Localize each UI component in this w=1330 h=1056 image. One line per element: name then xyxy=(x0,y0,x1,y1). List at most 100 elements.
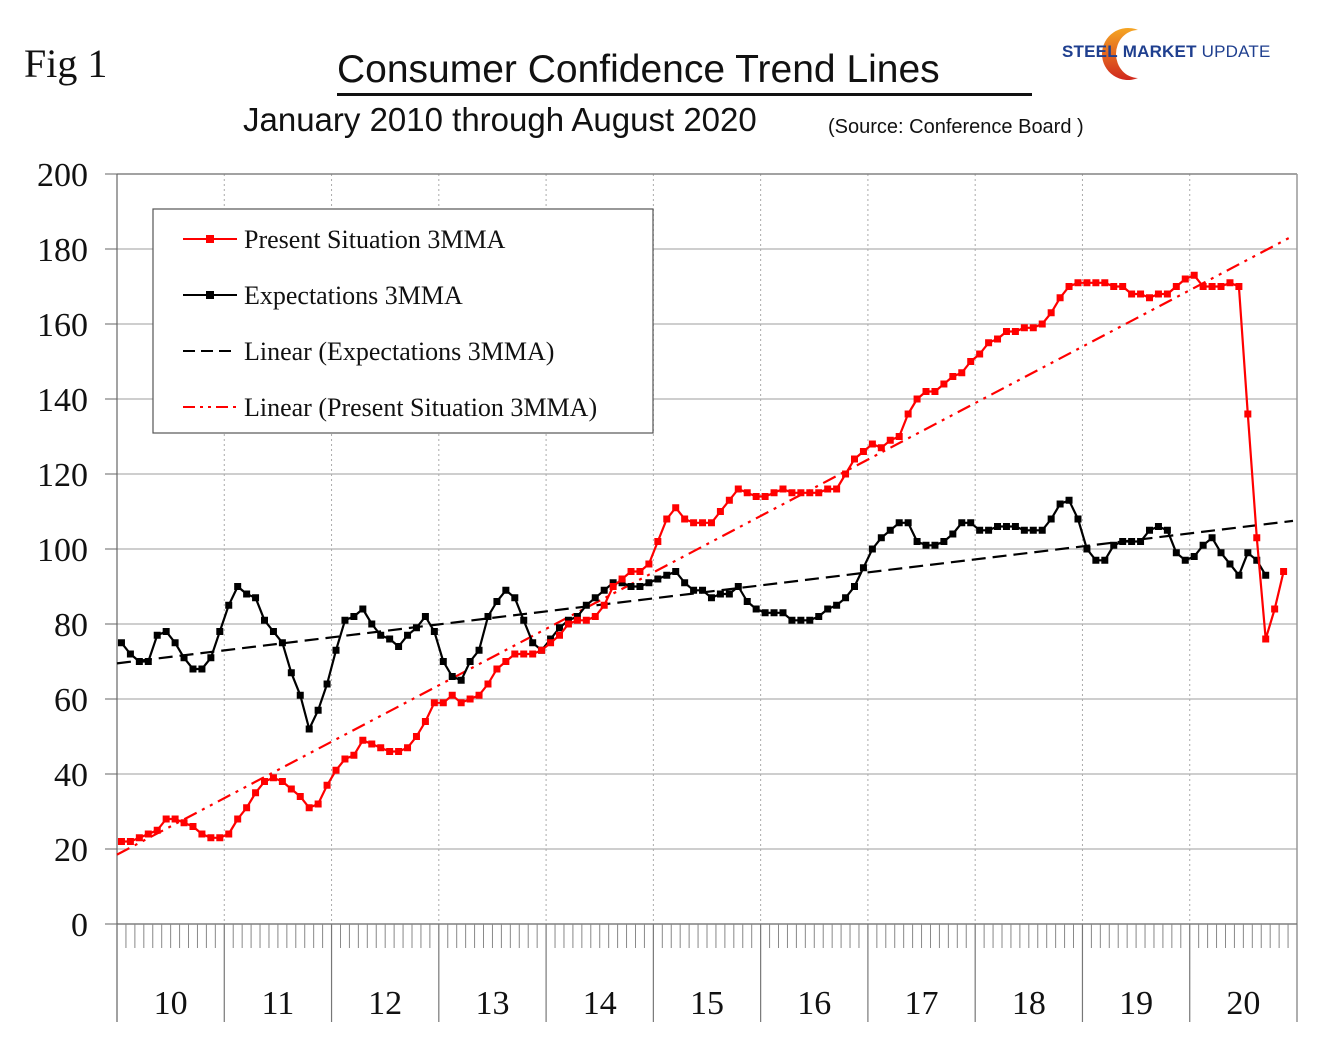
data-point-present-situation xyxy=(1029,324,1037,332)
data-point-expectations xyxy=(690,586,698,594)
data-point-expectations xyxy=(457,676,465,684)
data-point-present-situation xyxy=(502,658,510,665)
data-point-expectations xyxy=(770,609,778,617)
data-point-present-situation xyxy=(261,778,268,785)
data-point-present-situation xyxy=(538,646,546,654)
data-point-present-situation xyxy=(1226,279,1234,287)
logo-word-steel: STEEL xyxy=(1062,42,1118,61)
data-point-expectations xyxy=(475,646,483,654)
data-point-present-situation xyxy=(824,485,832,493)
data-point-expectations xyxy=(1020,526,1028,534)
x-tick-label: 11 xyxy=(262,985,295,1022)
data-point-expectations xyxy=(117,639,125,647)
y-tick-label: 140 xyxy=(37,382,88,419)
data-point-expectations xyxy=(788,616,796,624)
data-point-expectations xyxy=(171,639,179,647)
y-tick-label: 200 xyxy=(37,157,88,194)
y-tick-label: 40 xyxy=(54,757,88,794)
data-point-expectations xyxy=(162,628,170,635)
data-point-present-situation xyxy=(189,823,197,830)
legend-label-linear-present: Linear (Present Situation 3MMA) xyxy=(244,393,597,422)
data-point-expectations xyxy=(913,538,921,545)
data-point-present-situation xyxy=(448,691,456,699)
data-point-expectations xyxy=(287,669,295,677)
legend-label-present: Present Situation 3MMA xyxy=(244,225,506,254)
data-point-expectations xyxy=(627,583,635,590)
data-point-present-situation xyxy=(913,395,921,403)
data-point-present-situation xyxy=(1137,290,1145,298)
data-point-expectations xyxy=(1101,556,1109,564)
data-point-present-situation xyxy=(931,388,939,395)
data-point-expectations xyxy=(395,643,403,650)
x-tick-label: 10 xyxy=(154,985,188,1022)
data-point-expectations xyxy=(600,586,608,594)
data-point-present-situation xyxy=(600,601,608,609)
data-point-expectations xyxy=(153,631,161,639)
data-point-present-situation xyxy=(564,620,572,628)
data-point-present-situation xyxy=(877,444,885,452)
data-point-present-situation xyxy=(1181,275,1189,283)
legend-item-present-situation: Present Situation 3MMA xyxy=(183,225,506,254)
data-point-present-situation xyxy=(412,733,420,740)
data-point-expectations xyxy=(806,616,814,624)
data-point-present-situation xyxy=(985,339,993,347)
data-point-expectations xyxy=(842,594,850,602)
data-point-expectations xyxy=(994,523,1002,530)
data-point-expectations xyxy=(752,605,760,613)
data-point-expectations xyxy=(547,635,555,643)
data-point-expectations xyxy=(1065,496,1073,504)
data-point-present-situation xyxy=(582,616,590,624)
data-point-expectations xyxy=(725,590,733,598)
data-point-expectations xyxy=(466,658,474,665)
data-point-expectations xyxy=(922,541,930,549)
data-point-present-situation xyxy=(556,631,563,639)
x-tick-label: 15 xyxy=(690,985,724,1022)
data-point-present-situation xyxy=(296,793,304,800)
data-point-present-situation xyxy=(859,448,867,455)
data-point-present-situation xyxy=(1146,294,1153,302)
data-point-present-situation xyxy=(967,358,975,365)
data-point-expectations xyxy=(815,613,823,620)
data-point-present-situation xyxy=(672,504,680,512)
y-tick-label: 160 xyxy=(37,307,88,344)
data-point-present-situation xyxy=(243,804,251,812)
data-point-expectations xyxy=(609,579,617,587)
data-point-present-situation xyxy=(1119,283,1127,290)
data-point-expectations xyxy=(895,519,903,527)
data-point-present-situation xyxy=(851,455,858,463)
data-point-expectations xyxy=(1119,538,1127,545)
data-point-present-situation xyxy=(743,489,751,497)
data-point-expectations xyxy=(877,534,885,542)
data-point-expectations xyxy=(645,579,653,587)
data-point-expectations xyxy=(1190,553,1198,560)
data-point-present-situation xyxy=(314,800,322,808)
data-point-expectations xyxy=(1235,571,1243,579)
data-point-present-situation xyxy=(1011,328,1019,335)
data-point-present-situation xyxy=(466,695,474,703)
logo-text: STEEL MARKET UPDATE xyxy=(1062,42,1271,62)
data-point-present-situation xyxy=(1190,271,1198,279)
data-point-expectations xyxy=(1137,538,1145,545)
data-point-present-situation xyxy=(1083,279,1091,287)
data-point-present-situation xyxy=(439,699,447,707)
data-point-expectations xyxy=(699,586,707,594)
data-point-expectations xyxy=(448,673,456,680)
x-tick-label: 19 xyxy=(1119,985,1153,1022)
data-point-present-situation xyxy=(171,815,179,823)
data-point-present-situation xyxy=(529,650,537,658)
legend-label-expectations: Expectations 3MMA xyxy=(244,281,463,310)
data-point-present-situation xyxy=(797,489,805,497)
legend-item-linear-expectations: Linear (Expectations 3MMA) xyxy=(183,337,554,366)
data-point-present-situation xyxy=(162,815,170,823)
data-point-present-situation xyxy=(475,691,483,699)
data-point-present-situation xyxy=(976,350,984,358)
data-point-present-situation xyxy=(690,519,698,527)
data-point-expectations xyxy=(833,601,841,609)
data-point-expectations xyxy=(278,639,286,647)
data-point-expectations xyxy=(243,590,251,598)
figure-label: Fig 1 xyxy=(24,41,108,86)
data-point-expectations xyxy=(663,571,671,579)
legend-label-linear-expectations: Linear (Expectations 3MMA) xyxy=(244,337,554,366)
data-point-expectations xyxy=(198,665,206,673)
data-point-present-situation xyxy=(654,538,662,545)
